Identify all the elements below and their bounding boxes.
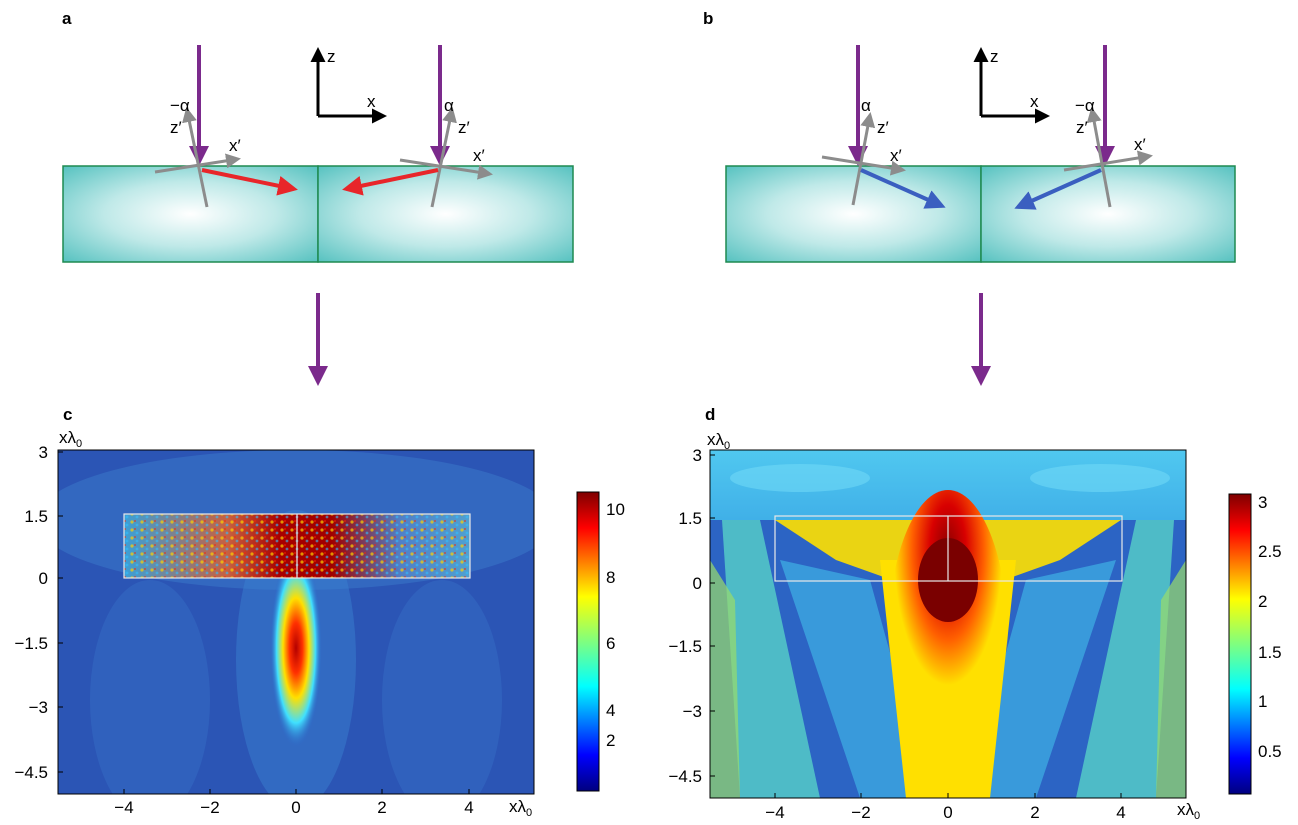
y-ticks-c: 3 1.5 0 −1.5 −3 −4.5 [14, 443, 63, 782]
x-tick-label: 2 [377, 798, 386, 817]
x-tick-label: 4 [1116, 803, 1125, 822]
panel-b: b α z′ x′ −α z′ x′ z x [703, 9, 1236, 386]
angle-label-right-a: α [444, 96, 454, 115]
panel-d: d xλ0 −4 −2 0 2 4 3 1.5 0 −1.5 −3 −4.5 xλ0 3 2.5 2 1… [668, 405, 1281, 822]
angle-label-right-b: −α [1075, 96, 1095, 115]
x-axis-label-a: x [367, 92, 376, 111]
x-ticks-d: −4 −2 0 2 4 [765, 793, 1126, 822]
colorbar-tick-label: 2 [606, 731, 615, 750]
refracted-arrow-left-a [201, 168, 298, 196]
x-tick-label: 2 [1030, 803, 1039, 822]
colorbar-tick-label: 1 [1258, 692, 1267, 711]
panel-b-letter: b [703, 9, 713, 28]
x-tick-label: −4 [765, 803, 784, 822]
colorbar-tick-label: 2 [1258, 592, 1267, 611]
colorbar-d [1228, 493, 1252, 795]
local-axes-left-b: α z′ x′ [821, 96, 906, 206]
x-unit-label-d: xλ0 [1177, 800, 1200, 822]
y-unit-label-c: xλ0 [59, 428, 82, 450]
colorbar-ticks-c: 10 8 6 4 2 [606, 500, 625, 750]
y-tick-label: −3 [29, 698, 48, 717]
y-tick-label: 0 [693, 574, 702, 593]
panel-a-letter: a [62, 9, 72, 28]
element-right-b [980, 165, 1236, 263]
x-ticks-c: −4 −2 0 2 4 [114, 789, 474, 817]
colorbar-tick-label: 0.5 [1258, 742, 1282, 761]
field-map-c [58, 450, 534, 794]
y-tick-label: 1.5 [678, 509, 702, 528]
x-tick-label: −4 [114, 798, 133, 817]
y-tick-label: 3 [39, 443, 48, 462]
local-axes-right-b: −α z′ x′ [1063, 96, 1153, 208]
colorbar-tick-label: 1.5 [1258, 643, 1282, 662]
colorbar-tick-label: 4 [606, 701, 615, 720]
panel-d-letter: d [705, 405, 715, 424]
metasurface-a [62, 165, 574, 263]
xprime-label-right-a: x′ [473, 146, 485, 165]
y-tick-label: −4.5 [668, 767, 702, 786]
refracted-arrow-right-a [342, 168, 439, 196]
y-tick-label: −1.5 [668, 637, 702, 656]
xprime-label-right-b: x′ [1134, 135, 1146, 154]
colorbar-ticks-d: 3 2.5 2 1.5 1 0.5 [1258, 493, 1282, 761]
y-unit-label-d: xλ0 [707, 430, 730, 452]
y-tick-label: −3 [683, 702, 702, 721]
xprime-label-left-b: x′ [890, 146, 902, 165]
panel-c-letter: c [63, 405, 72, 424]
y-tick-label: −1.5 [14, 634, 48, 653]
zprime-label-right-a: z′ [458, 118, 470, 137]
field-map-d [710, 450, 1186, 798]
y-tick-label: −4.5 [14, 763, 48, 782]
panel-a: a −α z′ x′ α z′ x′ [62, 9, 574, 386]
x-tick-label: 4 [464, 798, 473, 817]
colorbar-tick-label: 3 [1258, 493, 1267, 512]
angle-label-left-a: −α [170, 96, 190, 115]
y-ticks-d: 3 1.5 0 −1.5 −3 −4.5 [668, 446, 715, 786]
global-axes-a: z x [310, 47, 387, 124]
refracted-arrow-right-b [1014, 168, 1102, 210]
angle-label-left-b: α [861, 96, 871, 115]
colorbar-c [576, 491, 600, 792]
element-left-b [725, 165, 982, 263]
refracted-arrow-left-b [860, 168, 946, 209]
colorbar-tick-label: 10 [606, 500, 625, 519]
local-axes-right-a: α z′ x′ [399, 96, 493, 208]
local-axes-left-a: −α z′ x′ [154, 96, 241, 208]
xprime-label-left-a: x′ [229, 136, 241, 155]
x-unit-label-c: xλ0 [509, 797, 532, 819]
x-tick-label: 0 [943, 803, 952, 822]
element-right-a [317, 165, 574, 263]
colorbar-tick-label: 6 [606, 634, 615, 653]
z-axis-label-b: z [990, 47, 999, 66]
x-tick-label: 0 [291, 798, 300, 817]
y-tick-label: 0 [39, 569, 48, 588]
z-axis-label-a: z [327, 47, 336, 66]
y-tick-label: 3 [693, 446, 702, 465]
colorbar-tick-label: 2.5 [1258, 542, 1282, 561]
metasurface-b [725, 165, 1236, 263]
y-tick-label: 1.5 [24, 507, 48, 526]
x-tick-label: −2 [200, 798, 219, 817]
x-axis-label-b: x [1030, 92, 1039, 111]
colorbar-tick-label: 8 [606, 568, 615, 587]
zprime-label-right-b: z′ [1076, 118, 1088, 137]
panel-c: c xλ0 −4 −2 0 2 4 3 1.5 0 −1.5 −3 −4.5 xλ0 10 8 6 4 2 [14, 405, 625, 819]
zprime-label-left-b: z′ [877, 118, 889, 137]
x-tick-label: −2 [851, 803, 870, 822]
element-left-a [62, 165, 319, 263]
zprime-label-left-a: z′ [170, 118, 182, 137]
global-axes-b: z x [973, 47, 1050, 124]
